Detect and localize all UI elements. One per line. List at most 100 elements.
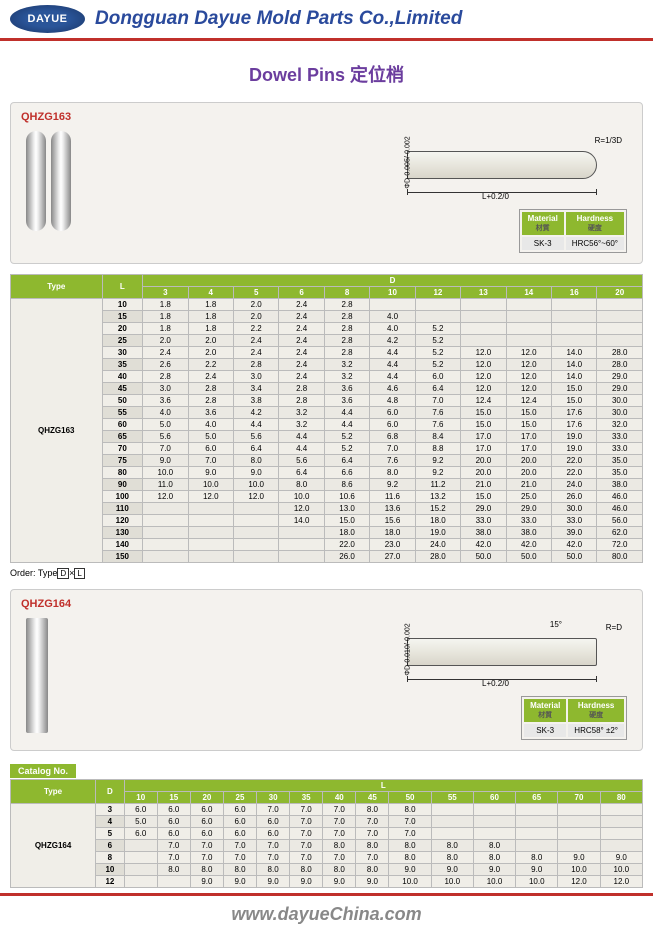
cell: 10.0	[188, 479, 233, 491]
l-col: 55	[431, 792, 473, 804]
cell: 7.0	[290, 840, 323, 852]
logo: DAYUE	[10, 5, 85, 33]
pin-outline	[407, 151, 597, 179]
cell	[506, 323, 551, 335]
cell: 35.0	[597, 455, 643, 467]
cell: 14.0	[552, 347, 597, 359]
cell: 8.0	[431, 852, 473, 864]
cell: 15.0	[461, 419, 506, 431]
cell: 9.2	[415, 467, 460, 479]
product-photo-163	[26, 131, 71, 231]
cell: 13.0	[324, 503, 369, 515]
cell: 24.0	[552, 479, 597, 491]
cell	[597, 323, 643, 335]
cell: 12.0	[461, 359, 506, 371]
diagram-row-164: ΦD-0.010/-0.002 R=D 15° L+0.2/0 Material…	[16, 613, 637, 745]
cell: 10.0	[516, 876, 558, 888]
cell	[279, 539, 324, 551]
cell: 8.0	[323, 864, 356, 876]
material-box-164: Material材質 Hardness硬度 SK-3 HRC58° ±2°	[521, 696, 627, 740]
company-name: Dongguan Dayue Mold Parts Co.,Limited	[95, 8, 462, 30]
cell	[143, 503, 188, 515]
cell	[233, 527, 278, 539]
cell: 9.0	[516, 864, 558, 876]
d-col: 5	[233, 287, 278, 299]
cell: 9.0	[257, 876, 290, 888]
cell: 5.2	[415, 359, 460, 371]
technical-drawing-164: ΦD-0.010/-0.002 R=D 15° L+0.2/0	[367, 618, 627, 688]
cell: 5.0	[188, 431, 233, 443]
table-row: 13018.018.019.038.038.039.062.0	[11, 527, 643, 539]
cell: 2.0	[188, 335, 233, 347]
table-row: QHZG16436.06.06.06.07.07.07.08.08.0	[11, 804, 643, 816]
cell	[188, 527, 233, 539]
cell: 5.2	[415, 323, 460, 335]
cell: 42.0	[461, 539, 506, 551]
cell: 8.0	[323, 840, 356, 852]
l-value: 100	[102, 491, 143, 503]
cell: 2.8	[188, 395, 233, 407]
cell: 29.0	[506, 503, 551, 515]
cell	[600, 828, 642, 840]
cell: 12.0	[143, 491, 188, 503]
footer-url: www.dayueChina.com	[0, 904, 653, 925]
material-box-163: Material材質 Hardness硬度 SK-3 HRC56°~60°	[519, 209, 627, 253]
cell: 38.0	[506, 527, 551, 539]
cell: 1.8	[143, 299, 188, 311]
cell: 22.0	[552, 455, 597, 467]
cell: 5.2	[324, 431, 369, 443]
cell: 6.0	[415, 371, 460, 383]
cell: 50.0	[506, 551, 551, 563]
table-row: 9011.010.010.08.08.69.211.221.021.024.03…	[11, 479, 643, 491]
cell: 62.0	[597, 527, 643, 539]
table-row: 14022.023.024.042.042.042.072.0	[11, 539, 643, 551]
cell: 17.0	[461, 443, 506, 455]
cell: 18.0	[324, 527, 369, 539]
cell: 10.0	[473, 876, 515, 888]
cell: 4.4	[233, 419, 278, 431]
cell: 17.6	[552, 407, 597, 419]
d-col: 20	[597, 287, 643, 299]
cell: 2.0	[143, 335, 188, 347]
l-value: 40	[102, 371, 143, 383]
cell: 15.2	[415, 503, 460, 515]
cell: 3.0	[233, 371, 278, 383]
table-row: 503.62.83.82.83.64.87.012.412.415.030.0	[11, 395, 643, 407]
cell: 50.0	[461, 551, 506, 563]
cell: 3.2	[279, 407, 324, 419]
cell: 12.0	[600, 876, 642, 888]
cell: 4.2	[370, 335, 415, 347]
cell: 10.0	[233, 479, 278, 491]
cell: 5.6	[233, 431, 278, 443]
cell: 1.8	[188, 299, 233, 311]
cell: 30.0	[597, 395, 643, 407]
l-header: L	[124, 780, 642, 792]
cell: 7.0	[257, 840, 290, 852]
cell: 4.2	[233, 407, 278, 419]
cell: 17.0	[506, 431, 551, 443]
cell: 33.0	[461, 515, 506, 527]
table-row: 15026.027.028.050.050.050.080.0	[11, 551, 643, 563]
cell	[516, 816, 558, 828]
cell: 20.0	[461, 455, 506, 467]
cell: 9.0	[558, 852, 600, 864]
cell	[143, 527, 188, 539]
cell	[124, 876, 157, 888]
cell: 3.6	[143, 395, 188, 407]
l-col: 45	[356, 792, 389, 804]
hardness-value: HRC56°~60°	[566, 237, 624, 250]
cell: 10.0	[600, 864, 642, 876]
l-col: 70	[558, 792, 600, 804]
cell: 6.4	[324, 455, 369, 467]
cell: 2.2	[188, 359, 233, 371]
cell	[552, 311, 597, 323]
cell: 8.0	[370, 467, 415, 479]
cell: 8.0	[223, 864, 256, 876]
cell: 7.0	[356, 816, 389, 828]
diagram-area-163: ΦD-0.005/-0.002 R=1/3D L+0.2/0 Material材…	[86, 131, 627, 253]
d-col: 8	[324, 287, 369, 299]
cell: 30.0	[552, 503, 597, 515]
cell: 8.0	[157, 864, 190, 876]
cell: 9.0	[188, 467, 233, 479]
footer: www.dayueChina.com	[0, 893, 653, 933]
